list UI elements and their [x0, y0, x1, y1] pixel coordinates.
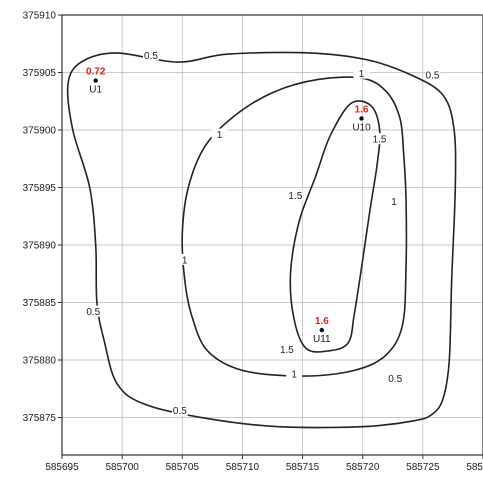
contour-line-0.5	[66, 51, 457, 429]
y-tick-label: 375895	[23, 183, 57, 194]
y-tick-label: 375880	[23, 356, 57, 367]
sample-stations: 0.72 U1 1.6 U10 1.6 U11	[86, 67, 371, 346]
contour-label: 1	[359, 69, 365, 80]
contour-label-background	[171, 404, 188, 416]
x-tick-label: 585695	[45, 462, 79, 473]
station-marker	[359, 116, 364, 121]
x-tick-label: 585700	[105, 462, 139, 473]
contour-label-background	[353, 67, 370, 79]
map-frame	[61, 14, 483, 456]
y-tick-label: 375890	[23, 241, 57, 252]
y-tick-label: 375905	[23, 68, 57, 79]
x-tick-label: 585715	[286, 462, 320, 473]
y-tick-label: 375885	[23, 298, 57, 309]
contour-label-background	[278, 343, 295, 355]
y-axis-labels: 375910 375905 375900 375895 375890 375885 3758…	[23, 11, 62, 424]
contour-label: 1.5	[280, 345, 294, 356]
x-tick-label: 585710	[226, 462, 260, 473]
contour-label-background	[385, 195, 402, 207]
grid-lines	[61, 14, 483, 455]
contour-labels: 0.5 0.5 0.5 0.5 0.5 1 1 1 1 1 1.5 1.5 1.5	[85, 49, 441, 417]
x-tick-label: 585730	[466, 462, 483, 473]
contour-label-background	[143, 49, 160, 61]
contour-label: 0.5	[173, 406, 187, 417]
contour-label: 1.5	[373, 135, 387, 146]
station-name: U11	[313, 334, 331, 345]
x-tick-label: 585720	[346, 462, 380, 473]
contour-label: 1	[182, 255, 188, 266]
x-axis-labels: 585695 585700 585705 585710 585715 585720 5857…	[45, 455, 483, 473]
y-tick-label: 375900	[23, 126, 57, 137]
contour-label-background	[286, 367, 303, 379]
contour-lines	[66, 51, 457, 429]
station-marker	[319, 327, 325, 333]
station-value: 1.6	[355, 105, 369, 116]
contour-label-background	[424, 68, 441, 80]
x-tick-label: 585725	[406, 462, 440, 473]
station-name: U1	[89, 85, 102, 96]
contour-label-background	[371, 133, 388, 145]
x-tick-label: 585705	[166, 462, 200, 473]
contour-label: 0.5	[426, 70, 440, 81]
contour-label: 0.5	[388, 374, 402, 385]
station-value: 1.6	[315, 316, 329, 327]
station-name: U10	[352, 123, 371, 134]
contour-label: 1	[391, 197, 397, 208]
contour-label-background	[387, 372, 404, 384]
y-tick-label: 375875	[23, 413, 57, 424]
contour-label: 0.5	[144, 51, 158, 62]
contour-line-1	[181, 76, 408, 377]
y-tick-label: 375910	[23, 11, 57, 22]
contour-label-background	[176, 253, 193, 265]
contour-label-background	[85, 305, 102, 317]
contour-label: 1.5	[288, 191, 302, 202]
contour-label: 0.5	[86, 307, 100, 318]
station-marker	[93, 78, 98, 83]
contour-label-background	[287, 189, 304, 201]
contour-label: 1	[291, 369, 297, 380]
contour-label-background	[211, 128, 228, 140]
contour-label: 1	[217, 130, 223, 141]
contour-line-1.5	[289, 100, 381, 353]
station-value: 0.72	[86, 67, 106, 78]
